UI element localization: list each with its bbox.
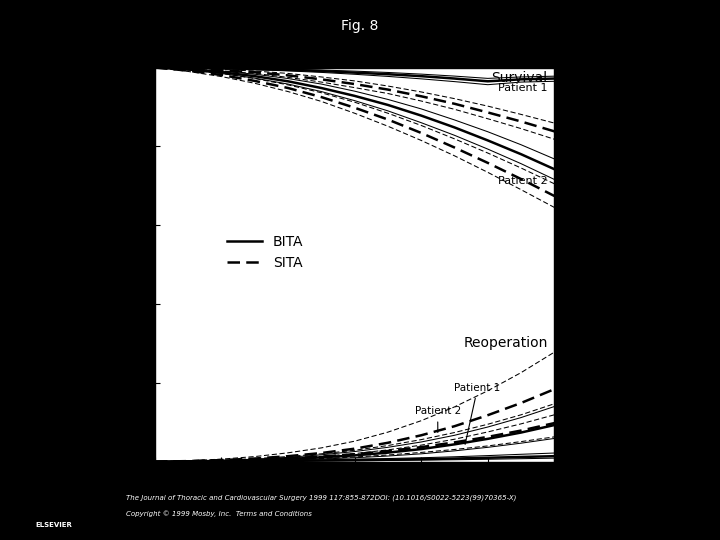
Text: Reoperation: Reoperation xyxy=(464,335,548,349)
Legend: BITA, SITA: BITA, SITA xyxy=(222,230,309,276)
Text: The Journal of Thoracic and Cardiovascular Surgery 1999 117:855-872DOI: (10.1016: The Journal of Thoracic and Cardiovascul… xyxy=(126,494,516,501)
Text: Patient 1: Patient 1 xyxy=(498,83,548,93)
Text: ELSEVIER: ELSEVIER xyxy=(35,522,73,528)
Text: Patient 1: Patient 1 xyxy=(454,383,500,444)
Text: Fig. 8: Fig. 8 xyxy=(341,19,379,33)
Y-axis label: Survival and Reoperation %: Survival and Reoperation % xyxy=(107,178,120,352)
Text: Patient 2: Patient 2 xyxy=(498,176,548,186)
Text: Survival: Survival xyxy=(492,71,548,85)
Text: Copyright © 1999 Mosby, Inc.  Terms and Conditions: Copyright © 1999 Mosby, Inc. Terms and C… xyxy=(126,510,312,517)
Text: Patient 2: Patient 2 xyxy=(415,407,461,433)
X-axis label: Years After CABG: Years After CABG xyxy=(295,485,414,499)
